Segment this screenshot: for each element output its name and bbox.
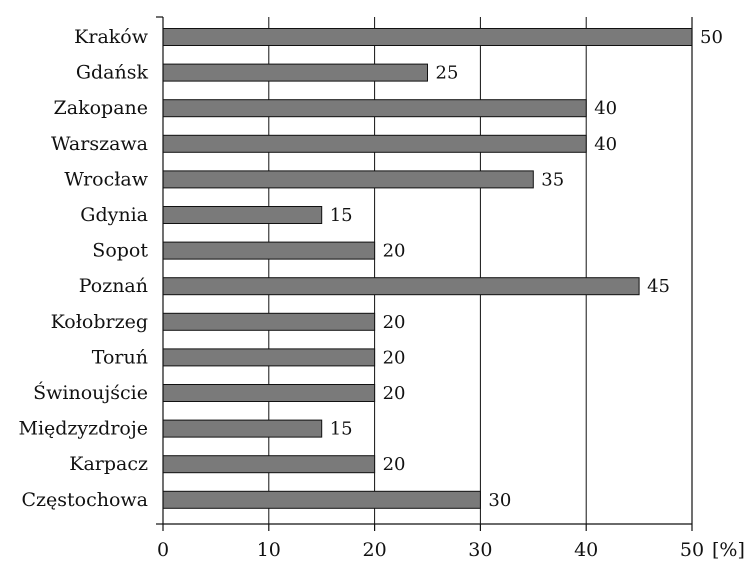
bars [162, 28, 693, 509]
category-label: Sopot [92, 240, 148, 262]
bar [162, 241, 376, 260]
bar [162, 277, 640, 296]
bar [162, 490, 481, 509]
grid-lines [268, 17, 587, 524]
data-label: 15 [330, 205, 353, 226]
bar [162, 99, 587, 118]
bar [162, 28, 693, 46]
axes [156, 16, 693, 531]
x-unit-label: [%] [712, 539, 745, 561]
bar [162, 384, 376, 402]
x-tick-label: 20 [363, 539, 387, 561]
data-label: 45 [647, 276, 670, 297]
data-labels: 50 25 40 40 35 15 20 45 20 20 20 15 20 30 [330, 27, 723, 511]
x-tick-label: 50 [680, 539, 704, 561]
category-label: Warszawa [51, 133, 148, 155]
bar [162, 348, 376, 367]
x-tick-label: 10 [257, 539, 281, 561]
x-tick-label: 30 [468, 539, 492, 561]
bar [162, 170, 534, 189]
data-label: 35 [541, 169, 564, 190]
category-label: Poznań [79, 275, 148, 297]
x-tick-label: 0 [157, 539, 169, 561]
category-label: Międzyzdroje [18, 418, 148, 440]
data-label: 20 [383, 383, 406, 404]
data-label: 25 [436, 63, 459, 84]
category-label: Gdynia [80, 204, 148, 226]
data-label: 20 [383, 241, 406, 262]
category-label: Toruń [92, 346, 148, 368]
data-label: 20 [383, 312, 406, 333]
category-label: Karpacz [69, 453, 148, 475]
category-label: Częstochowa [21, 489, 148, 511]
category-label: Świnoujście [33, 381, 148, 404]
data-label: 20 [383, 454, 406, 475]
x-tick-labels: 0 10 20 30 40 50 [157, 539, 704, 561]
category-label: Zakopane [54, 97, 148, 119]
bar [162, 134, 587, 153]
bar [162, 455, 376, 474]
x-tick-label: 40 [574, 539, 598, 561]
bar [162, 63, 428, 82]
bar [162, 419, 323, 438]
data-label: 50 [700, 27, 723, 48]
data-label: 40 [594, 134, 617, 155]
category-labels: Kraków Gdańsk Zakopane Warszawa Wrocław Gdyni… [18, 26, 148, 511]
data-label: 20 [383, 347, 406, 368]
data-label: 30 [488, 490, 511, 511]
category-label: Wrocław [64, 168, 148, 190]
data-label: 40 [594, 98, 617, 119]
category-label: Kołobrzeg [51, 311, 148, 333]
category-label: Kraków [74, 26, 149, 48]
bar [162, 206, 323, 224]
category-label: Gdańsk [76, 62, 149, 84]
bar [162, 312, 376, 331]
data-label: 15 [330, 419, 353, 440]
